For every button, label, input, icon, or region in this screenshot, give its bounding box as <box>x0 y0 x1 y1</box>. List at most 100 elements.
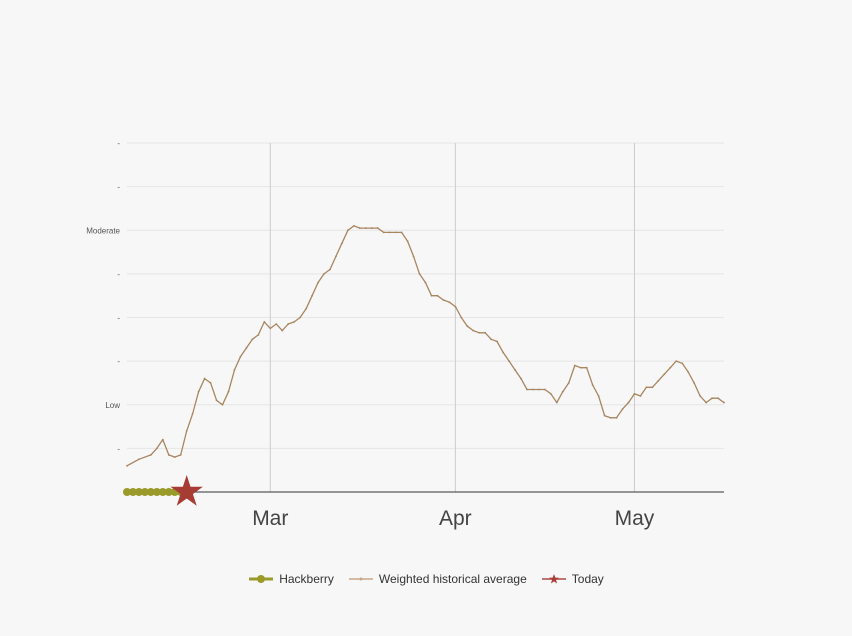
historical-average-point <box>693 382 696 384</box>
historical-average-point <box>502 351 505 354</box>
historical-average-point <box>603 414 606 417</box>
historical-average-point <box>335 255 337 258</box>
historical-average-point <box>687 371 690 373</box>
historical-average-point <box>639 395 642 397</box>
historical-average-point <box>466 325 469 328</box>
historical-average-point <box>621 408 624 411</box>
historical-average-point <box>173 456 176 458</box>
historical-average-point <box>430 294 433 297</box>
historical-average-point <box>579 366 582 369</box>
historical-average-point <box>675 360 678 363</box>
historical-average-point <box>717 397 719 400</box>
historical-average-point <box>549 392 552 395</box>
historical-average-point <box>364 227 367 229</box>
historical-average-point <box>633 392 636 395</box>
historical-average-point <box>203 377 206 380</box>
historical-average-point <box>311 294 313 297</box>
historical-average-point <box>418 272 421 275</box>
historical-average-point <box>358 227 361 229</box>
today-star-marker <box>170 475 203 506</box>
historical-average-point <box>669 366 672 369</box>
historical-average-point <box>645 386 648 389</box>
historical-average-point <box>293 320 296 323</box>
historical-average-point <box>400 231 403 234</box>
historical-average-point <box>651 386 654 389</box>
historical-average-point <box>723 401 725 404</box>
hackberry-point <box>140 488 149 496</box>
historical-average-point <box>269 327 272 330</box>
historical-average-point <box>460 316 463 319</box>
legend: Hackberry Weighted historical average To… <box>0 572 852 586</box>
historical-average-point <box>436 294 439 297</box>
historical-average-point <box>215 399 218 402</box>
today-star-legend-icon <box>541 574 566 584</box>
historical-average-point <box>275 323 278 325</box>
historical-average-point <box>149 454 152 456</box>
y-tick-label: - <box>117 270 120 279</box>
historical-average-point <box>561 390 564 393</box>
historical-average-point <box>591 384 594 387</box>
historical-average-point <box>448 301 451 304</box>
historical-average-point <box>305 307 307 310</box>
legend-label-historical: Weighted historical average <box>378 572 527 586</box>
historical-average-point <box>412 255 415 258</box>
historical-average-point <box>609 416 612 419</box>
historical-average-point <box>705 401 707 404</box>
historical-average-point <box>454 305 457 308</box>
historical-average-point <box>508 360 510 363</box>
y-tick-label: - <box>117 183 120 192</box>
historical-average-point <box>442 299 445 301</box>
historical-average-point <box>191 412 194 415</box>
historical-average-point <box>627 401 630 404</box>
historical-average-point <box>597 395 600 397</box>
historical-average-point <box>699 395 702 397</box>
historical-average-point <box>573 364 576 367</box>
legend-item-today[interactable]: Today <box>541 572 604 586</box>
hackberry-legend-icon <box>249 575 274 583</box>
historical-average-point <box>484 331 487 334</box>
historical-average-point <box>496 340 499 343</box>
y-tick-label: - <box>117 314 120 323</box>
historical-average-point <box>681 362 684 365</box>
historical-average-point <box>281 329 284 332</box>
historical-average-point <box>657 379 660 382</box>
historical-average-point <box>155 447 158 450</box>
historical-average-point <box>567 382 570 384</box>
y-tick-label: - <box>117 444 120 453</box>
historical-average-point <box>382 231 385 234</box>
historical-average-point <box>341 242 343 245</box>
historical-average-point <box>490 338 493 341</box>
historical-average-point <box>388 231 391 234</box>
historical-average-point <box>179 454 182 456</box>
historical-average-point <box>233 368 236 371</box>
hackberry-point <box>134 488 143 496</box>
historical-average-point <box>221 403 224 406</box>
historical-average-point <box>287 323 290 325</box>
historical-average-point <box>245 347 248 349</box>
historical-average-point <box>299 316 302 319</box>
hackberry-point <box>158 488 167 496</box>
historical-average-point <box>329 268 331 271</box>
historical-average-point <box>346 229 349 232</box>
historical-average-point <box>209 382 212 384</box>
legend-item-historical[interactable]: Weighted historical average <box>348 572 527 586</box>
historical-average-point <box>227 390 230 393</box>
y-tick-label: - <box>117 357 120 366</box>
historical-average-point <box>376 227 379 229</box>
historical-average-point <box>263 320 266 323</box>
historical-average-point <box>126 464 128 467</box>
x-tick-label: Apr <box>439 507 472 530</box>
historical-average-point <box>239 355 242 358</box>
historical-average-point <box>370 227 373 229</box>
legend-label-today: Today <box>571 572 604 586</box>
historical-average-point <box>317 281 319 284</box>
historical-average-point <box>538 388 540 391</box>
historical-average-point <box>251 338 254 341</box>
hackberry-point <box>146 488 155 496</box>
historical-average-point <box>352 224 355 227</box>
hackberry-point <box>152 488 161 496</box>
historical-average-point <box>323 272 325 275</box>
historical-average-point <box>394 231 397 234</box>
legend-item-hackberry[interactable]: Hackberry <box>248 572 334 586</box>
historical-average-point <box>424 281 427 284</box>
